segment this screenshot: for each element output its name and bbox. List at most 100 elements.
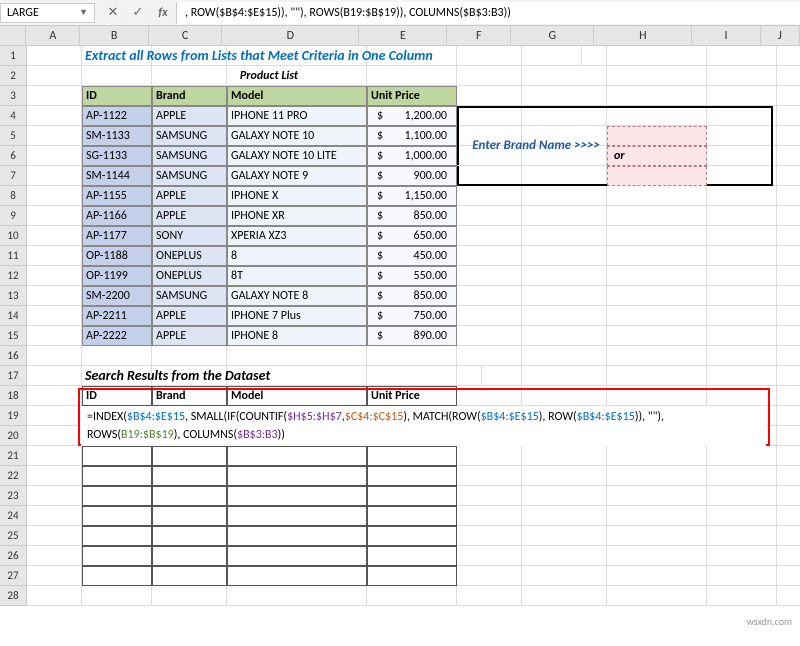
cell[interactable]: [27, 146, 82, 166]
result-cell[interactable]: [82, 546, 152, 566]
cell[interactable]: [607, 546, 707, 566]
col-F[interactable]: F: [447, 26, 511, 46]
cell[interactable]: [607, 266, 707, 286]
cell[interactable]: [707, 346, 777, 366]
name-box[interactable]: LARGE ▼: [0, 3, 95, 23]
cell[interactable]: [707, 566, 777, 586]
cell[interactable]: [27, 486, 82, 506]
row-2[interactable]: 2: [0, 66, 27, 86]
cell[interactable]: [457, 446, 522, 466]
cell[interactable]: [457, 346, 522, 366]
row-14[interactable]: 14: [0, 306, 27, 326]
enter-icon[interactable]: ✓: [126, 2, 151, 24]
cell[interactable]: [607, 466, 707, 486]
cell[interactable]: [607, 66, 707, 86]
cell[interactable]: [27, 406, 82, 426]
result-cell[interactable]: [82, 486, 152, 506]
result-header[interactable]: Brand: [152, 386, 227, 406]
cell[interactable]: [607, 46, 707, 66]
result-cell[interactable]: [152, 506, 227, 526]
table-cell[interactable]: $900.00: [367, 166, 457, 186]
cell[interactable]: [27, 106, 82, 126]
cell[interactable]: [777, 226, 800, 246]
row-26[interactable]: 26: [0, 546, 27, 566]
cell[interactable]: [457, 506, 522, 526]
table-cell[interactable]: IPHONE 7 Plus: [227, 306, 367, 326]
table-cell[interactable]: APPLE: [152, 186, 227, 206]
cell[interactable]: [367, 586, 457, 606]
row-25[interactable]: 25: [0, 526, 27, 546]
cell[interactable]: [27, 446, 82, 466]
cell[interactable]: [457, 586, 522, 606]
table-cell[interactable]: $550.00: [367, 266, 457, 286]
cell[interactable]: [707, 146, 777, 166]
result-cell[interactable]: [82, 446, 152, 466]
cell[interactable]: [777, 126, 800, 146]
cell[interactable]: [707, 486, 777, 506]
row-24[interactable]: 24: [0, 506, 27, 526]
cell[interactable]: [777, 346, 800, 366]
cell[interactable]: [707, 86, 777, 106]
table-cell[interactable]: 8T: [227, 266, 367, 286]
cell[interactable]: [152, 586, 227, 606]
row-13[interactable]: 13: [0, 286, 27, 306]
table-cell[interactable]: XPERIA XZ3: [227, 226, 367, 246]
cell[interactable]: [607, 306, 707, 326]
table-cell[interactable]: SM-1133: [82, 126, 152, 146]
cell[interactable]: [607, 106, 707, 126]
result-cell[interactable]: [227, 446, 367, 466]
cell[interactable]: [27, 46, 82, 66]
brand-or[interactable]: or: [607, 146, 707, 166]
table-cell[interactable]: $1,150.00: [367, 186, 457, 206]
table-cell[interactable]: SAMSUNG: [152, 286, 227, 306]
table-cell[interactable]: IPHONE XR: [227, 206, 367, 226]
table-cell[interactable]: ONEPLUS: [152, 246, 227, 266]
formula-overlay[interactable]: =INDEX($B$4:$E$15, SMALL(IF(COUNTIF($H$5…: [81, 406, 766, 446]
row-6[interactable]: 6: [0, 146, 27, 166]
cell[interactable]: [607, 86, 707, 106]
cell[interactable]: [607, 226, 707, 246]
cell[interactable]: [522, 66, 607, 86]
cell[interactable]: [777, 406, 800, 426]
cell[interactable]: [777, 146, 800, 166]
table-cell[interactable]: OP-1199: [82, 266, 152, 286]
cell[interactable]: [777, 446, 800, 466]
cell[interactable]: [457, 86, 522, 106]
cell[interactable]: [607, 386, 707, 406]
cell[interactable]: [27, 286, 82, 306]
table-cell[interactable]: $850.00: [367, 206, 457, 226]
table-header[interactable]: Model: [227, 86, 367, 106]
cell[interactable]: [607, 486, 707, 506]
cell[interactable]: [27, 266, 82, 286]
cell[interactable]: [27, 586, 82, 606]
cell[interactable]: [457, 546, 522, 566]
table-cell[interactable]: AP-1166: [82, 206, 152, 226]
table-cell[interactable]: SAMSUNG: [152, 146, 227, 166]
table-cell[interactable]: APPLE: [152, 326, 227, 346]
col-D[interactable]: D: [222, 26, 359, 46]
cell[interactable]: [27, 226, 82, 246]
cell[interactable]: [607, 366, 707, 386]
row-1[interactable]: 1: [0, 46, 27, 66]
result-cell[interactable]: [367, 446, 457, 466]
result-cell[interactable]: [152, 566, 227, 586]
cell[interactable]: [607, 206, 707, 226]
cell[interactable]: [607, 566, 707, 586]
table-cell[interactable]: IPHONE 8: [227, 326, 367, 346]
table-cell[interactable]: IPHONE 11 PRO: [227, 106, 367, 126]
col-J[interactable]: J: [761, 26, 800, 46]
cell[interactable]: [27, 526, 82, 546]
row-18[interactable]: 18: [0, 386, 27, 406]
cell[interactable]: [457, 106, 522, 126]
brand-input-1[interactable]: [607, 126, 707, 146]
cell[interactable]: [457, 246, 522, 266]
cell[interactable]: [707, 226, 777, 246]
cancel-icon[interactable]: ✕: [101, 2, 126, 24]
row-7[interactable]: 7: [0, 166, 27, 186]
col-H[interactable]: H: [594, 26, 692, 46]
result-cell[interactable]: [227, 466, 367, 486]
cell[interactable]: [82, 346, 152, 366]
row-11[interactable]: 11: [0, 246, 27, 266]
cell[interactable]: [522, 186, 607, 206]
row-16[interactable]: 16: [0, 346, 27, 366]
